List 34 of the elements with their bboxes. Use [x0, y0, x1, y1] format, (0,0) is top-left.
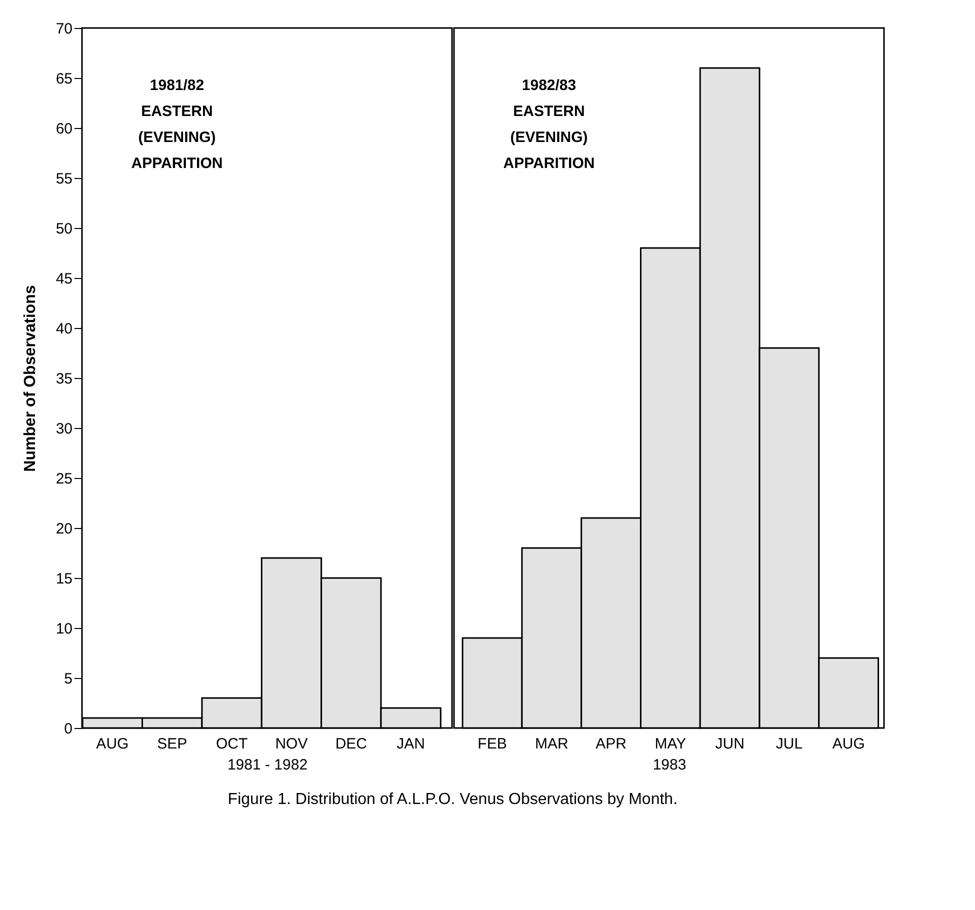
- y-tick-label: 5: [64, 670, 72, 688]
- x-axis-title: 1981 - 1982: [227, 756, 308, 774]
- y-axis-title: Number of Observations: [22, 285, 39, 472]
- y-tick-label: 45: [56, 270, 72, 288]
- y-tick-label: 50: [56, 220, 72, 238]
- annotation: 1981/82 EASTERN (EVENING) APPARITION: [131, 77, 223, 172]
- y-tick-label: 35: [56, 370, 72, 388]
- x-tick-label: MAR: [534, 736, 568, 752]
- y-tick-label: 70: [56, 20, 72, 38]
- y-tick-label: 30: [56, 420, 72, 438]
- x-tick-label: JUN: [715, 736, 744, 752]
- y-tick-label: 65: [56, 70, 72, 88]
- y-tick-label: 15: [56, 570, 72, 588]
- y-tick-label: 55: [56, 170, 72, 188]
- x-tick-label: JUL: [776, 736, 803, 752]
- x-tick-label: MAY: [654, 736, 686, 752]
- x-axis-title: 1983: [652, 756, 686, 774]
- y-tick-label: 40: [56, 320, 72, 338]
- x-tick-label: AUG: [96, 736, 129, 752]
- x-tick-label: NOV: [275, 736, 308, 752]
- y-tick-label: 0: [64, 720, 72, 738]
- x-tick-label: OCT: [216, 736, 248, 752]
- y-tick-label: 25: [56, 470, 72, 488]
- x-tick-label: JAN: [396, 736, 425, 752]
- annotation: 1982/83 EASTERN (EVENING) APPARITION: [503, 77, 595, 172]
- y-tick-label: 20: [56, 520, 72, 538]
- x-tick-label: FEB: [478, 736, 507, 752]
- x-tick-label: DEC: [335, 736, 368, 752]
- y-tick-label: 60: [56, 120, 72, 138]
- x-tick-label: SEP: [157, 736, 188, 752]
- caption: Figure 1. Distribution of A.L.P.O. Venus Observations by Month.: [228, 790, 678, 808]
- x-tick-label: APR: [596, 736, 627, 752]
- y-tick-label: 10: [56, 620, 72, 638]
- x-tick-label: AUG: [832, 736, 865, 752]
